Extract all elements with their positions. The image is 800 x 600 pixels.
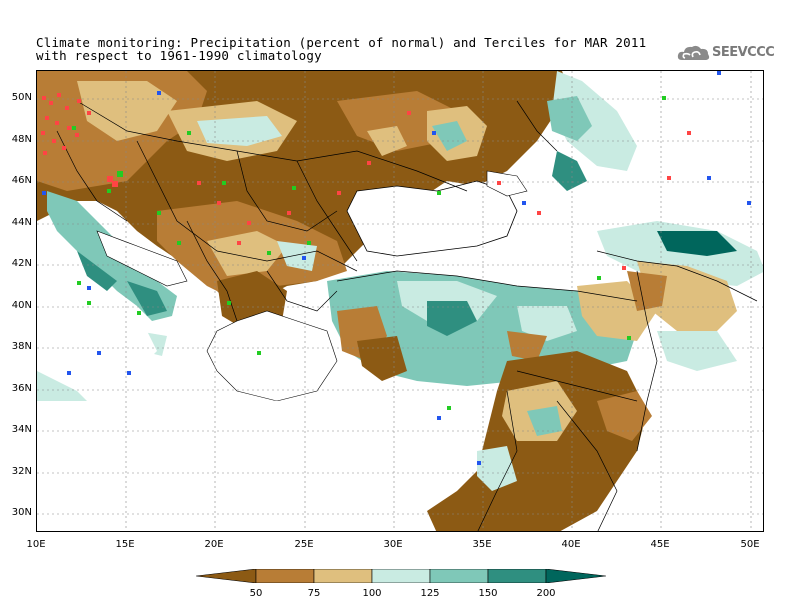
lon-label-45e: 45E bbox=[650, 539, 670, 550]
colorbar-label-125: 125 bbox=[420, 588, 440, 599]
colorbar-bin-below-50 bbox=[196, 569, 257, 583]
lat-label-50n: 50N bbox=[11, 92, 32, 103]
lat-label-30n: 30N bbox=[11, 507, 32, 518]
graticule bbox=[37, 71, 763, 531]
above-normal-markers bbox=[72, 96, 666, 410]
seas bbox=[37, 170, 528, 531]
lon-label-25e: 25E bbox=[294, 539, 314, 550]
below-normal-markers bbox=[41, 93, 691, 270]
lat-label-40n: 40N bbox=[11, 300, 32, 311]
cloud-icon bbox=[677, 45, 710, 60]
lat-label-48n: 48N bbox=[11, 134, 32, 145]
colorbar-bin-above-200 bbox=[545, 569, 606, 583]
colorbar bbox=[196, 569, 606, 583]
colorbar-bin-125-150 bbox=[429, 569, 489, 583]
lon-label-20e: 20E bbox=[204, 539, 224, 550]
title-line-2: with respect to 1961-1990 climatology bbox=[36, 48, 322, 63]
lat-label-34n: 34N bbox=[11, 424, 32, 435]
logo-text: SEEVCCC bbox=[712, 45, 775, 60]
lat-label-38n: 38N bbox=[11, 341, 32, 352]
lat-label-44n: 44N bbox=[11, 217, 32, 228]
lat-label-42n: 42N bbox=[11, 258, 32, 269]
lon-label-10e: 10E bbox=[26, 539, 46, 550]
title-line-1: Climate monitoring: Precipitation (perce… bbox=[36, 35, 647, 50]
map-canvas bbox=[37, 71, 763, 531]
colorbar-bin-50-75 bbox=[255, 569, 315, 583]
lon-label-30e: 30E bbox=[383, 539, 403, 550]
seevccc-logo bbox=[676, 42, 766, 66]
precipitation-map bbox=[36, 70, 764, 532]
lat-label-46n: 46N bbox=[11, 175, 32, 186]
country-borders bbox=[56, 100, 758, 531]
colorbar-bin-75-100 bbox=[313, 569, 373, 583]
colorbar-label-200: 200 bbox=[536, 588, 556, 599]
lat-label-36n: 36N bbox=[11, 383, 32, 394]
lon-label-50e: 50E bbox=[740, 539, 760, 550]
lon-label-15e: 15E bbox=[115, 539, 135, 550]
lat-label-32n: 32N bbox=[11, 466, 32, 477]
lon-label-35e: 35E bbox=[472, 539, 492, 550]
station-markers bbox=[41, 71, 751, 465]
colorbar-label-50: 50 bbox=[249, 588, 263, 599]
colorbar-label-100: 100 bbox=[362, 588, 382, 599]
colorbar-label-75: 75 bbox=[307, 588, 321, 599]
normal-markers bbox=[42, 71, 751, 465]
colorbar-label-150: 150 bbox=[478, 588, 498, 599]
colorbar-bin-100-125 bbox=[371, 569, 431, 583]
colorbar-bin-150-200 bbox=[487, 569, 547, 583]
map-title: Climate monitoring: Precipitation (perce… bbox=[36, 36, 646, 62]
lon-label-40e: 40E bbox=[561, 539, 581, 550]
colorbar-svg bbox=[196, 569, 606, 583]
